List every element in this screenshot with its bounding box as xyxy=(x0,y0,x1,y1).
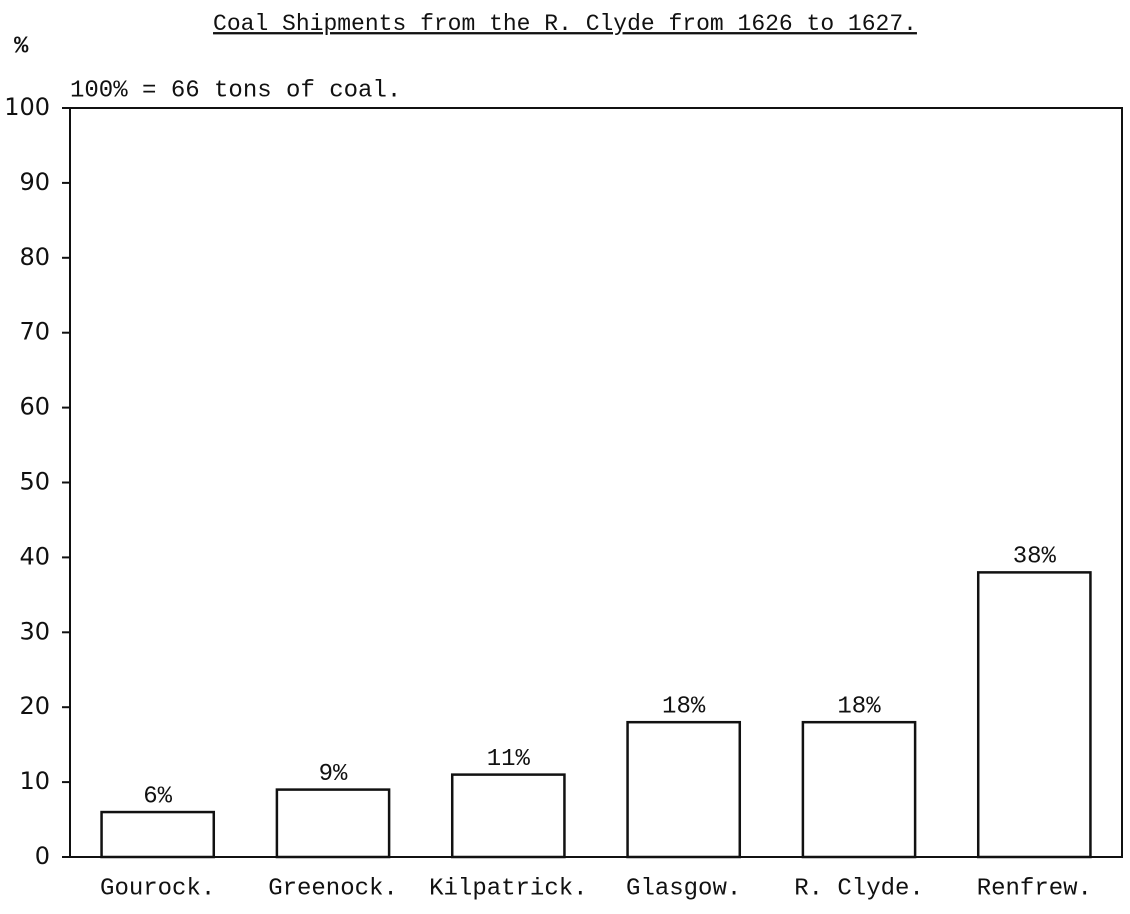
value-label: 18% xyxy=(837,694,881,721)
value-label: 38% xyxy=(1013,544,1057,571)
y-tick-label: 0 xyxy=(35,842,50,870)
y-tick-label: 60 xyxy=(19,393,50,421)
bar xyxy=(801,720,917,859)
y-tick-label: 20 xyxy=(19,692,50,720)
bar xyxy=(976,571,1092,859)
y-tick-label: 30 xyxy=(19,617,50,645)
y-axis-label: % xyxy=(14,33,29,60)
bar xyxy=(450,773,566,859)
bar xyxy=(100,810,216,859)
subtitle: 100% = 66 tons of coal. xyxy=(70,77,401,104)
y-tick-label: 50 xyxy=(19,468,50,496)
y-tick-label: 70 xyxy=(19,318,50,346)
x-tick-label: Greenock. xyxy=(268,875,398,902)
value-label: 9% xyxy=(319,761,348,788)
y-tick-label: 80 xyxy=(19,243,50,271)
y-tick-label: 100 xyxy=(4,93,50,121)
x-tick-label: Kilpatrick. xyxy=(429,875,587,902)
value-label: 6% xyxy=(143,783,172,810)
x-tick-label: R. Clyde. xyxy=(794,875,924,902)
value-label: 11% xyxy=(487,746,531,773)
y-tick-label: 10 xyxy=(19,767,50,795)
y-tick-label: 40 xyxy=(19,542,50,570)
bar xyxy=(626,720,742,859)
plot-frame xyxy=(69,107,1123,858)
value-label: 18% xyxy=(662,694,706,721)
bar xyxy=(275,788,391,859)
y-tick-label: 90 xyxy=(19,168,50,196)
x-tick-label: Renfrew. xyxy=(977,875,1092,902)
x-tick-label: Gourock. xyxy=(100,875,215,902)
chart-title: Coal Shipments from the R. Clyde from 16… xyxy=(213,11,917,37)
x-tick-label: Glasgow. xyxy=(626,875,741,902)
